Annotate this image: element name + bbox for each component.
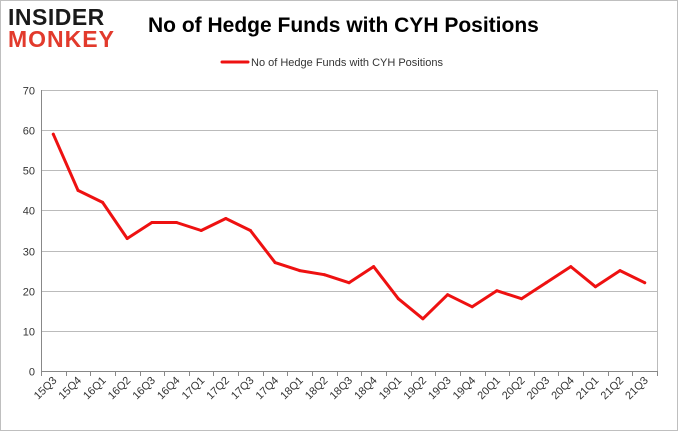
x-tick-label: 17Q1 bbox=[180, 375, 208, 403]
legend: No of Hedge Funds with CYH Positions bbox=[220, 57, 443, 69]
y-tick-label: 10 bbox=[23, 327, 35, 339]
data-point bbox=[175, 221, 178, 224]
x-tick-label: 16Q3 bbox=[130, 375, 158, 403]
data-point bbox=[347, 281, 351, 285]
data-point bbox=[396, 297, 400, 301]
series-lines bbox=[51, 132, 647, 321]
legend-label: No of Hedge Funds with CYH Positions bbox=[251, 57, 443, 69]
data-point bbox=[372, 265, 376, 269]
data-point bbox=[569, 265, 573, 269]
x-tick-label: 16Q2 bbox=[106, 375, 134, 403]
x-tick-label: 18Q1 bbox=[278, 375, 306, 403]
x-tick-label: 20Q4 bbox=[549, 375, 577, 403]
y-tick-label: 30 bbox=[23, 247, 35, 259]
data-point bbox=[618, 269, 622, 273]
x-tick-label: 19Q2 bbox=[402, 375, 430, 403]
y-tick-label: 40 bbox=[23, 206, 35, 218]
data-point bbox=[593, 285, 597, 289]
y-tick-label: 50 bbox=[23, 166, 35, 178]
data-point bbox=[273, 261, 277, 265]
x-tick-label: 20Q2 bbox=[500, 375, 528, 403]
data-point bbox=[224, 217, 228, 220]
x-tick-label: 19Q4 bbox=[451, 375, 479, 403]
x-tick-label: 15Q4 bbox=[57, 375, 85, 403]
x-tick-label: 17Q3 bbox=[229, 375, 257, 403]
x-tick-label: 20Q3 bbox=[525, 375, 553, 403]
data-point bbox=[470, 305, 474, 309]
data-point bbox=[643, 281, 647, 285]
logo-line-2: MONKEY bbox=[8, 26, 115, 52]
data-point bbox=[150, 221, 154, 224]
data-point bbox=[421, 317, 425, 321]
axes bbox=[41, 90, 658, 376]
x-tick-label: 18Q4 bbox=[352, 375, 380, 403]
x-tick-label: 18Q3 bbox=[328, 375, 356, 403]
x-tick-label: 19Q1 bbox=[377, 375, 405, 403]
grid-lines bbox=[41, 90, 658, 371]
y-tick-label: 0 bbox=[29, 367, 35, 379]
x-tick-labels: 15Q315Q416Q116Q216Q316Q417Q117Q217Q317Q4… bbox=[32, 375, 651, 403]
y-tick-label: 60 bbox=[23, 126, 35, 138]
x-tick-label: 17Q4 bbox=[254, 375, 282, 403]
data-point bbox=[544, 281, 548, 285]
data-point bbox=[298, 269, 302, 273]
x-tick-label: 17Q2 bbox=[204, 375, 232, 403]
x-tick-label: 16Q4 bbox=[155, 375, 183, 403]
chart-title: No of Hedge Funds with CYH Positions bbox=[148, 14, 539, 37]
y-tick-label: 20 bbox=[23, 287, 35, 299]
data-point bbox=[322, 273, 326, 277]
x-tick-label: 19Q3 bbox=[426, 375, 454, 403]
x-tick-label: 18Q2 bbox=[303, 375, 331, 403]
data-point bbox=[76, 188, 80, 192]
y-tick-labels: 0 10 20 30 40 50 60 70 bbox=[23, 86, 35, 379]
logo-line-1: INSIDER bbox=[8, 4, 105, 30]
x-tick-label: 20Q1 bbox=[475, 375, 503, 403]
data-point bbox=[520, 297, 523, 301]
data-point bbox=[101, 200, 105, 204]
x-tick-label: 16Q1 bbox=[81, 375, 109, 403]
x-tick-label: 21Q2 bbox=[599, 375, 627, 403]
data-point bbox=[495, 289, 499, 293]
y-tick-label: 70 bbox=[23, 86, 35, 98]
x-tick-label: 21Q1 bbox=[574, 375, 602, 403]
data-point bbox=[446, 293, 450, 297]
x-tick-label: 21Q3 bbox=[623, 375, 651, 403]
data-point bbox=[125, 237, 129, 240]
data-point bbox=[248, 229, 252, 232]
data-point bbox=[199, 229, 203, 232]
insider-monkey-logo: INSIDER MONKEY bbox=[8, 6, 126, 54]
data-point bbox=[51, 132, 55, 136]
x-tick-label: 15Q3 bbox=[32, 375, 60, 403]
